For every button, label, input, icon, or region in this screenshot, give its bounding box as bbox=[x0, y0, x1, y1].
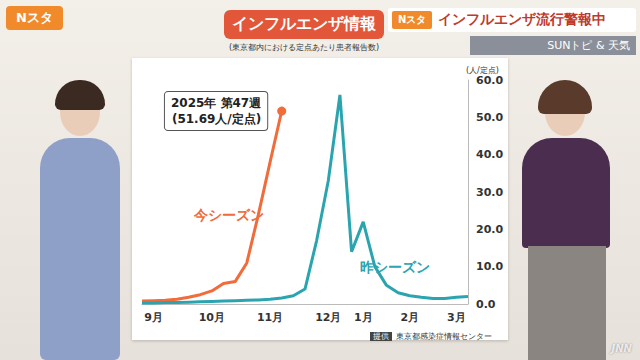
svg-text:3月: 3月 bbox=[447, 311, 466, 324]
svg-text:30.0: 30.0 bbox=[476, 186, 503, 199]
html-text:JNN: JNN bbox=[611, 343, 632, 354]
html-text:インフルエンザ情報: インフルエンザ情報 bbox=[232, 14, 376, 33]
svg-text:20.0: 20.0 bbox=[476, 223, 503, 236]
svg-text:11月: 11月 bbox=[257, 311, 283, 324]
svg-text:0.0: 0.0 bbox=[476, 298, 496, 311]
svg-text:1月: 1月 bbox=[354, 311, 373, 324]
html-text:(東京都内における定点あたり患者報告数): (東京都内における定点あたり患者報告数) bbox=[228, 43, 380, 52]
svg-text:(人/定点): (人/定点) bbox=[466, 66, 499, 76]
svg-text:40.0: 40.0 bbox=[476, 148, 503, 161]
svg-text:10.0: 10.0 bbox=[476, 260, 503, 273]
html-text:Nスタ: Nスタ bbox=[398, 14, 427, 25]
svg-text:2025年 第47週: 2025年 第47週 bbox=[171, 96, 262, 110]
svg-text:昨シーズン: 昨シーズン bbox=[360, 259, 430, 275]
html-text:提供: 提供 bbox=[373, 332, 389, 341]
html-text:インフルエンザ流行警報中: インフルエンザ流行警報中 bbox=[438, 11, 607, 27]
svg-text:(51.69人/定点): (51.69人/定点) bbox=[172, 112, 261, 126]
html-text:東京都感染症情報センター: 東京都感染症情報センター bbox=[396, 332, 492, 341]
html-text:SUNトピ & 天気: SUNトピ & 天気 bbox=[547, 39, 630, 52]
svg-text:12月: 12月 bbox=[315, 311, 341, 324]
svg-text:2月: 2月 bbox=[400, 311, 419, 324]
svg-text:今シーズン: 今シーズン bbox=[193, 207, 264, 223]
svg-text:50.0: 50.0 bbox=[476, 111, 503, 124]
svg-text:9月: 9月 bbox=[144, 311, 163, 324]
svg-text:10月: 10月 bbox=[199, 311, 225, 324]
svg-text:60.0: 60.0 bbox=[476, 74, 503, 87]
html-text:Nスタ: Nスタ bbox=[16, 10, 53, 25]
